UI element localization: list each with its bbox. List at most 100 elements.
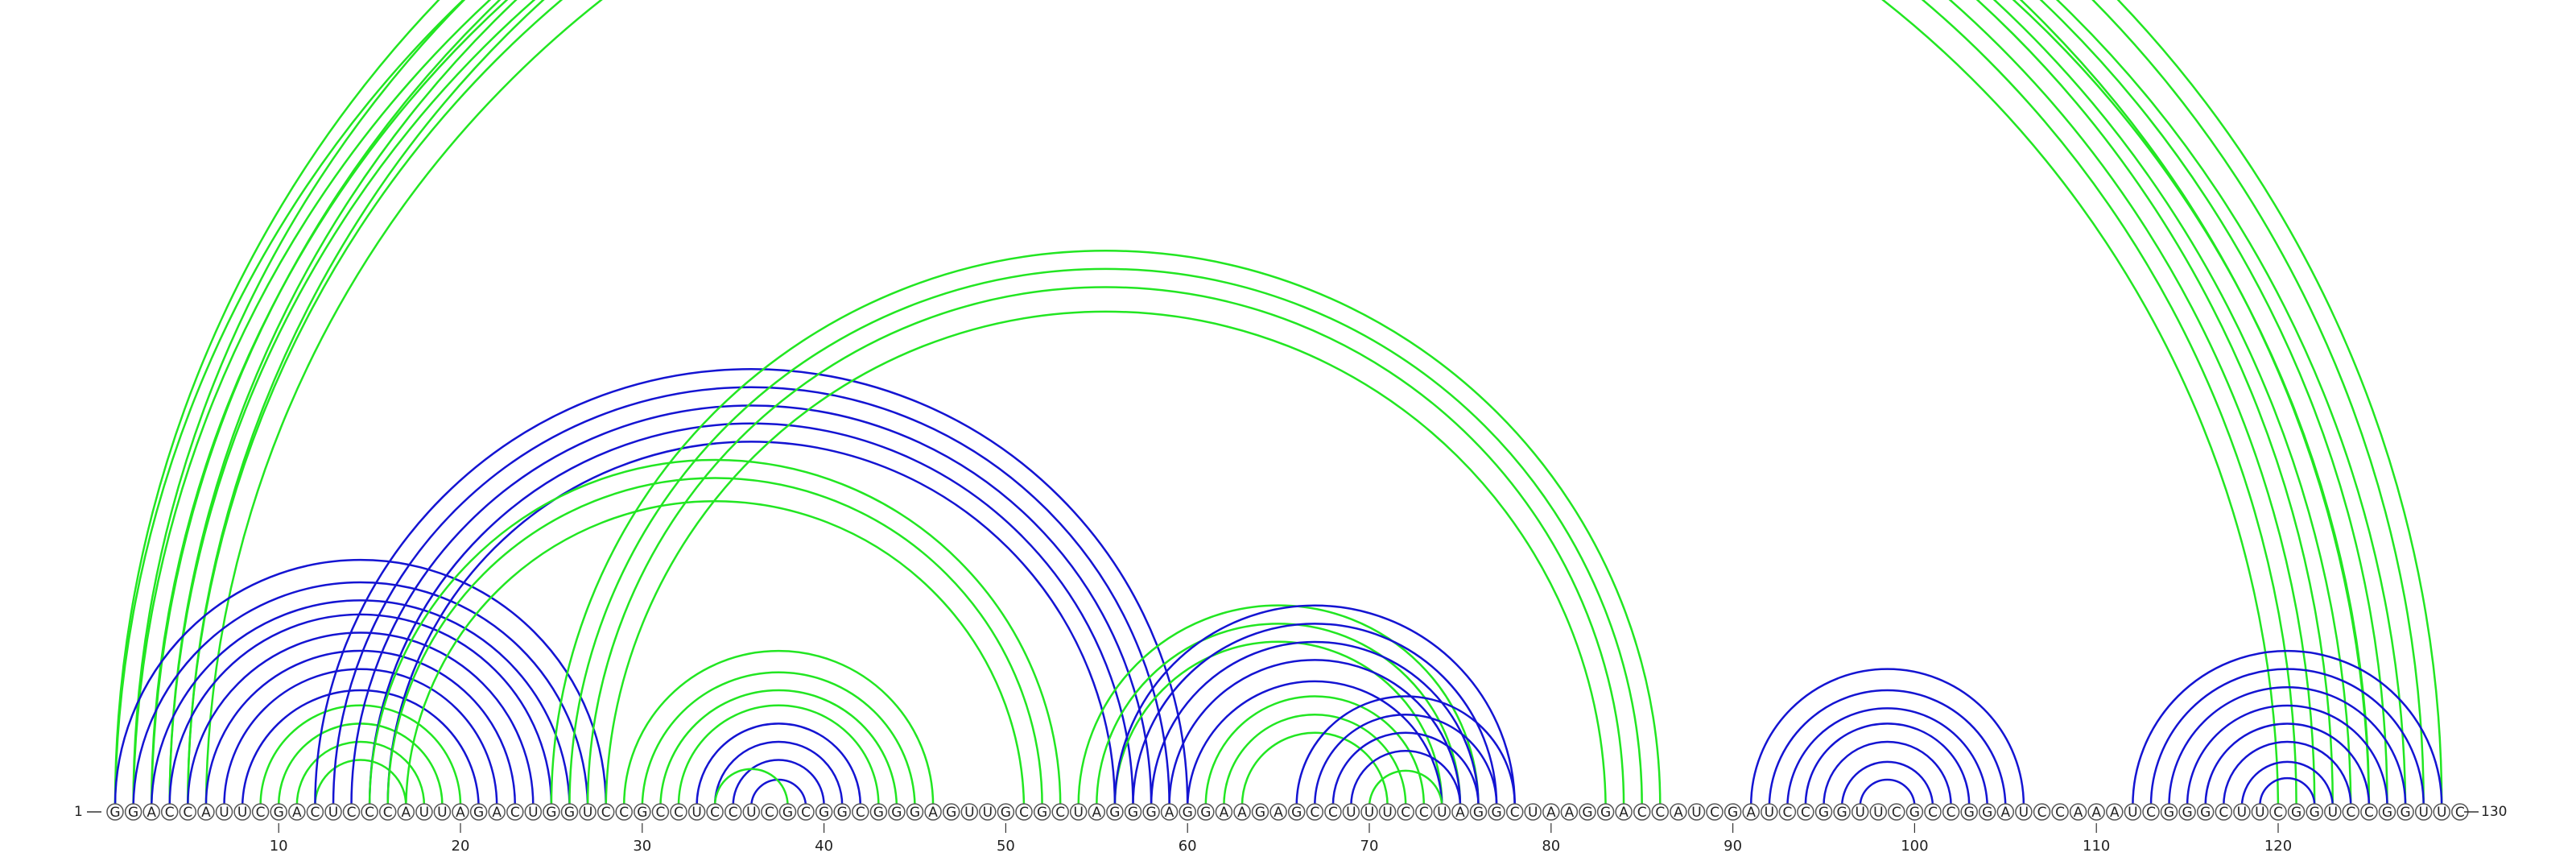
base-pair-arc-94-103 (1806, 723, 1969, 805)
tick-label-120: 120 (2264, 838, 2292, 855)
nucleotide-86: C (1652, 804, 1668, 821)
nucleotide-letter: C (510, 805, 520, 821)
nucleotide-39: C (798, 804, 814, 821)
nucleotide-53: C (1052, 804, 1068, 821)
nucleotide-letter: C (1655, 805, 1665, 821)
nucleotide-letter: C (2219, 805, 2228, 821)
nucleotide-letter: U (1346, 805, 1356, 821)
nucleotide-33: U (689, 804, 705, 821)
nucleotide-letter: A (1455, 805, 1465, 821)
nucleotide-letter: G (2382, 805, 2392, 821)
nucleotide-54: U (1071, 804, 1087, 821)
nucleotide-letter: C (1637, 805, 1647, 821)
nucleotide-letter: A (1237, 805, 1247, 821)
nucleotide-letter: C (856, 805, 865, 821)
nucleotide-78: C (1507, 804, 1523, 821)
nucleotide-letter: A (147, 805, 156, 821)
base-pair-arc-4-122 (170, 0, 2315, 805)
nucleotide-73: C (1416, 804, 1432, 821)
tick-label-40: 40 (815, 838, 833, 855)
nucleotide-letter: A (2110, 805, 2120, 821)
nucleotide-17: A (398, 804, 414, 821)
nucleotide-107: C (2034, 804, 2050, 821)
nucleotide-letter: A (1674, 805, 1683, 821)
nucleotide-121: G (2289, 804, 2305, 821)
nucleotide-letter: C (1055, 805, 1065, 821)
nucleotide-letter: G (1473, 805, 1484, 821)
nucleotide-letter: G (1818, 805, 1829, 821)
nucleotide-letter: G (891, 805, 902, 821)
nucleotide-letter: A (456, 805, 465, 821)
nucleotide-letter: U (746, 805, 756, 821)
base-pair-arc-56-78 (1115, 606, 1515, 805)
nucleotide-letter: A (2074, 805, 2083, 821)
nucleotide-letter: U (1073, 805, 1083, 821)
nucleotide-letter: C (2055, 805, 2065, 821)
base-pair-arc-10-19 (279, 723, 442, 805)
nucleotide-letter: G (819, 805, 829, 821)
nucleotide-letter: U (1364, 805, 1374, 821)
nucleotide-24: U (525, 804, 541, 821)
nucleotide-111: A (2107, 804, 2123, 821)
nucleotide-letter: A (2091, 805, 2101, 821)
nucleotide-letter: U (328, 805, 338, 821)
nucleotide-letter: A (1619, 805, 1629, 821)
nucleotide-88: U (1689, 804, 1705, 821)
nucleotide-letter: G (1255, 805, 1265, 821)
nucleotide-26: G (562, 804, 578, 821)
nucleotide-23: C (507, 804, 523, 821)
nucleotide-letter: U (237, 805, 247, 821)
nucleotide-74: U (1434, 804, 1450, 821)
nucleotide-letter: G (837, 805, 848, 821)
nucleotide-letter: U (1528, 805, 1538, 821)
nucleotide-letter: A (292, 805, 302, 821)
tick-label-30: 30 (633, 838, 651, 855)
nucleotide-letter: U (2128, 805, 2137, 821)
nucleotide-letter: G (1183, 805, 1193, 821)
nucleotide-letter: G (1128, 805, 1138, 821)
start-label: 1 (74, 804, 83, 820)
position-axis: 10 20 30 40 50 60 70 80 90 100 110 120 (270, 823, 2292, 855)
nucleotide-letter: U (691, 805, 701, 821)
nucleotide-letter: G (1582, 805, 1592, 821)
nucleotide-letter: C (2364, 805, 2374, 821)
nucleotide-letter: U (219, 805, 229, 821)
nucleotide-letter: G (1200, 805, 1211, 821)
nucleotide-64: G (1253, 804, 1269, 821)
nucleotide-95: G (1816, 804, 1832, 821)
tick-label-100: 100 (1901, 838, 1928, 855)
nucleotide-83: G (1598, 804, 1614, 821)
nucleotide-34: C (707, 804, 723, 821)
nucleotide-letter: U (983, 805, 993, 821)
nucleotide-114: G (2161, 804, 2178, 821)
nucleotide-30: G (634, 804, 650, 821)
nucleotide-87: A (1670, 804, 1686, 821)
nucleotide-129: U (2434, 804, 2450, 821)
base-pair-arc-58-76 (1151, 642, 1478, 805)
nucleotide-letter: U (2019, 805, 2029, 821)
nucleotide-72: C (1397, 804, 1414, 821)
nucleotide-letter: C (655, 805, 665, 821)
nucleotide-40: G (816, 804, 832, 821)
nucleotide-letter: C (765, 805, 774, 821)
nucleotide-letter: A (1746, 805, 1756, 821)
nucleotide-letter: G (873, 805, 884, 821)
nucleotide-127: G (2397, 804, 2413, 821)
nucleotide-letter: G (782, 805, 793, 821)
nucleotide-letter: U (1382, 805, 1392, 821)
base-pair-arc-5-125 (188, 0, 2369, 805)
base-pair-arc-36-39 (751, 780, 806, 805)
nucleotide-letter: G (128, 805, 138, 821)
nucleotide-56: G (1107, 804, 1123, 821)
base-pair-arc-1-129 (115, 0, 2442, 805)
nucleotide-103: G (1961, 804, 1977, 821)
nucleotide-76: G (1471, 804, 1487, 821)
nucleotide-letter: U (2237, 805, 2247, 821)
nucleotide-94: C (1798, 804, 1814, 821)
nucleotide-44: G (889, 804, 905, 821)
nucleotide-letter: C (601, 805, 611, 821)
base-pair-arc-6-23 (206, 651, 515, 805)
nucleotide-letter: C (801, 805, 811, 821)
nucleotide-120: C (2270, 804, 2286, 821)
nucleotide-75: A (1452, 804, 1468, 821)
